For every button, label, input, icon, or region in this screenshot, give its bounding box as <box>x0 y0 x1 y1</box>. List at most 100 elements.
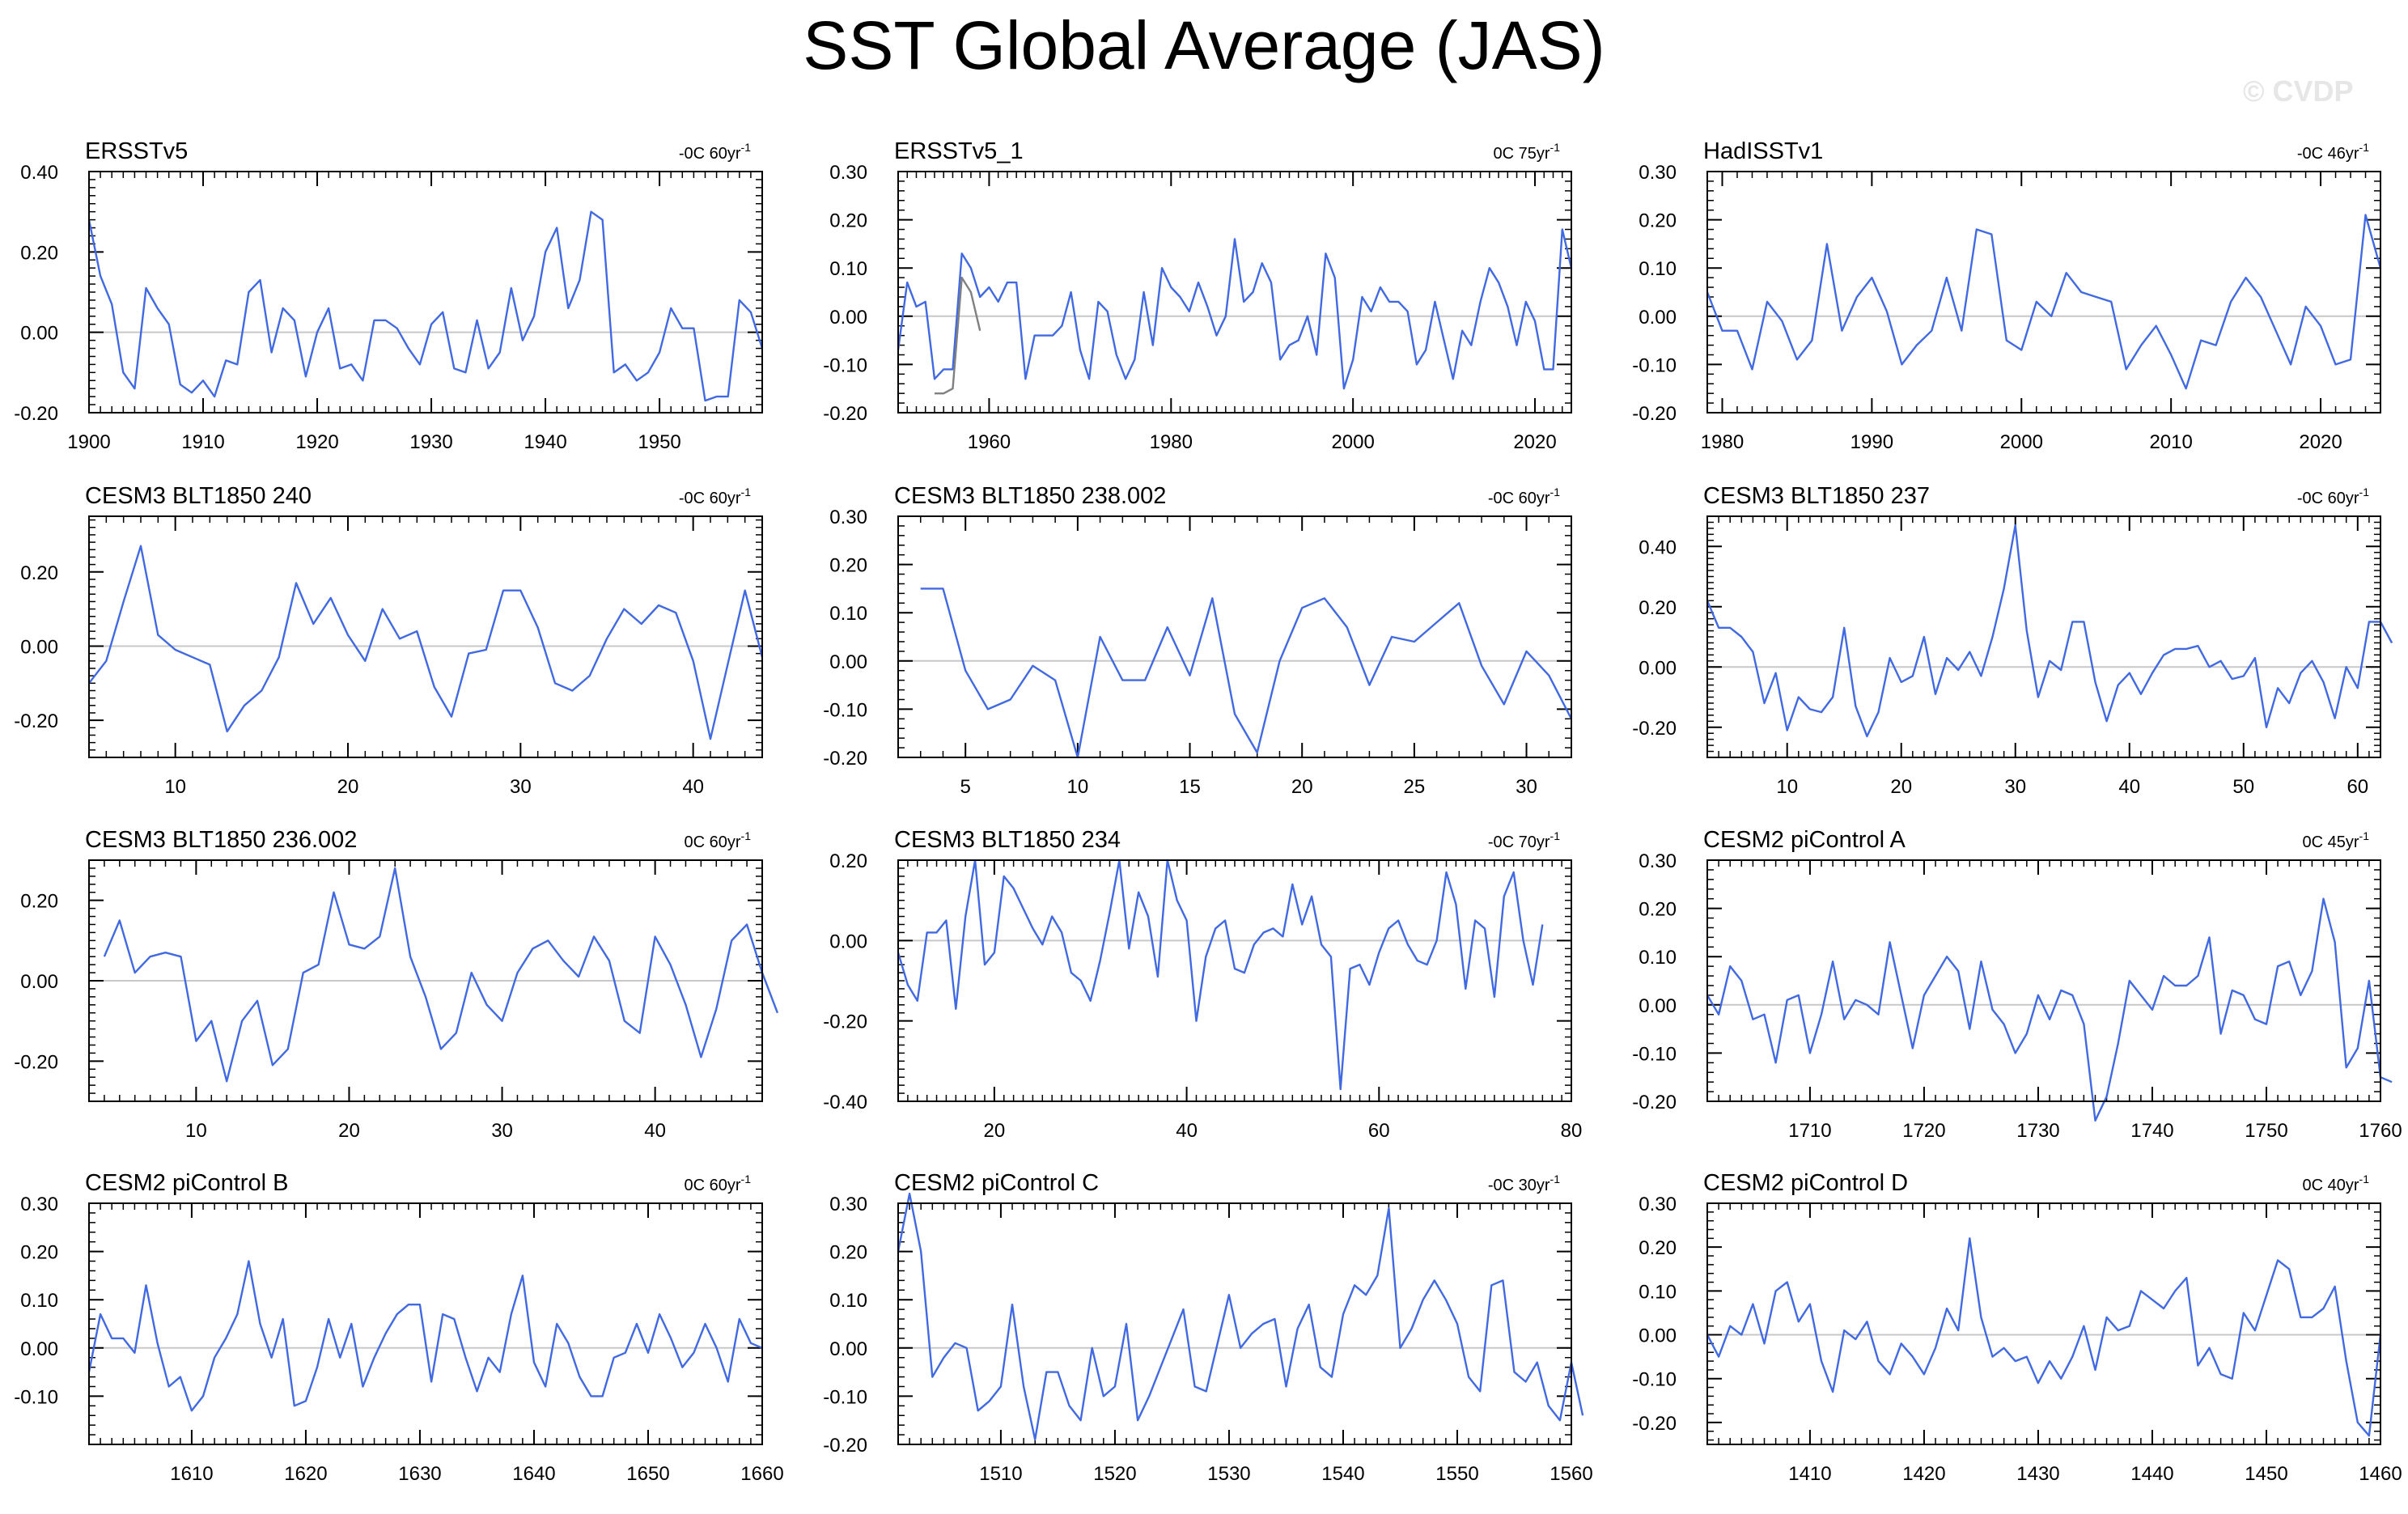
y-tick-label: -0.10 <box>823 699 867 721</box>
x-tick-label: 50 <box>2232 776 2254 798</box>
x-tick-label: 80 <box>1561 1120 1583 1142</box>
panel-title: CESM3 BLT1850 237 <box>1703 483 1930 509</box>
y-tick-label: 0.00 <box>1639 657 1677 679</box>
y-tick-label: 0.20 <box>1639 210 1677 232</box>
chart-panel-10: 1610 1620 1630 1640 1650 1660 -0.10 0.00 0.10 0.2… <box>14 1170 783 1485</box>
trend-text: -0C 60yr <box>679 490 741 507</box>
trend-text: -0C 60yr <box>679 145 741 163</box>
x-tick-label: 2000 <box>2000 431 2043 453</box>
y-tick-label: 0.20 <box>829 555 867 577</box>
x-tick-label: 1980 <box>1701 431 1744 453</box>
x-tick-label: 1950 <box>638 431 680 453</box>
y-tick-label: 0.00 <box>829 307 867 329</box>
x-tick-label: 40 <box>682 776 704 798</box>
y-tick-label: 0.30 <box>1639 850 1677 872</box>
x-tick-label: 1440 <box>2130 1463 2173 1485</box>
x-tick-label: 1980 <box>1150 431 1193 453</box>
series-line <box>1706 1237 2382 1437</box>
panel-title: CESM2 piControl B <box>85 1170 288 1196</box>
x-tick-label: 1450 <box>2245 1463 2287 1485</box>
series-line <box>87 210 764 402</box>
x-tick-label: 1930 <box>409 431 452 453</box>
series-line <box>88 545 764 740</box>
x-tick-label: 1730 <box>2016 1120 2059 1142</box>
y-tick-label: -0.40 <box>823 1092 867 1113</box>
cvdp-watermark: © CVDP <box>2243 74 2354 108</box>
trend-label: 0C 75yr-1 <box>1494 141 1561 163</box>
trend-label: -0C 60yr-1 <box>2297 486 2369 507</box>
series-line <box>87 1260 763 1412</box>
chart-panel-12: 1410 1420 1430 1440 1450 1460 -0.20 -0.10 0.00 0.… <box>1632 1170 2402 1485</box>
x-tick-label: 1630 <box>398 1463 441 1485</box>
series-line <box>1706 524 2393 738</box>
plot-frame <box>1706 171 2381 413</box>
trend-text: -0C 60yr <box>2297 490 2359 507</box>
y-tick-label: -0.20 <box>1632 403 1677 425</box>
y-tick-label: 0.20 <box>20 1242 58 1264</box>
x-tick-label: 30 <box>1516 776 1537 798</box>
x-tick-label: 25 <box>1404 776 1426 798</box>
x-tick-label: 1720 <box>1902 1120 1945 1142</box>
y-tick-label: 0.20 <box>829 1242 867 1264</box>
y-tick-label: -0.20 <box>823 748 867 770</box>
panel-title: CESM3 BLT1850 238.002 <box>894 483 1166 509</box>
chart-panel-9: 1710 1720 1730 1740 1750 1760 -0.20 -0.10 0.00 0.… <box>1632 827 2402 1142</box>
y-tick-label: 0.20 <box>1639 1237 1677 1259</box>
x-tick-label: 1550 <box>1435 1463 1478 1485</box>
y-tick-label: 0.30 <box>20 1194 58 1215</box>
x-tick-label: 2000 <box>1331 431 1374 453</box>
series-line <box>897 859 1544 1091</box>
y-tick-label: -0.20 <box>14 710 58 732</box>
x-tick-label: 1430 <box>2016 1463 2059 1485</box>
x-tick-label: 1620 <box>284 1463 327 1485</box>
main-title: SST Global Average (JAS) <box>803 7 1605 83</box>
y-tick-label: 0.30 <box>829 162 867 184</box>
trend-text: -0C 60yr <box>1488 490 1550 507</box>
x-tick-label: 1640 <box>512 1463 555 1485</box>
plot-frame <box>897 1202 1572 1445</box>
y-tick-label: -0.10 <box>1632 1043 1677 1065</box>
x-tick-label: 1710 <box>1788 1120 1831 1142</box>
x-tick-label: 1530 <box>1207 1463 1250 1485</box>
y-tick-label: 0.10 <box>1639 1281 1677 1303</box>
y-tick-label: 0.20 <box>1639 899 1677 921</box>
y-tick-label: 0.00 <box>20 636 58 658</box>
y-tick-label: 0.30 <box>829 1194 867 1215</box>
x-tick-label: 1760 <box>2359 1120 2402 1142</box>
x-tick-label: 1520 <box>1093 1463 1136 1485</box>
trend-label: -0C 46yr-1 <box>2297 141 2369 163</box>
y-tick-label: 0.30 <box>1639 162 1677 184</box>
series-line <box>897 228 1573 390</box>
plot-frame <box>1706 1202 2381 1445</box>
trend-text: -0C 46yr <box>2297 145 2359 163</box>
trend-text: 0C 60yr <box>685 1177 741 1194</box>
x-tick-label: 15 <box>1179 776 1201 798</box>
y-tick-label: 0.00 <box>829 1338 867 1360</box>
series-line <box>103 867 779 1083</box>
trend-exponent: -1 <box>2359 829 2370 842</box>
x-tick-label: 10 <box>1067 776 1089 798</box>
x-tick-label: 1560 <box>1550 1463 1592 1485</box>
y-tick-label: 0.00 <box>20 971 58 993</box>
y-tick-label: 0.00 <box>1639 1325 1677 1347</box>
x-tick-label: 1940 <box>524 431 566 453</box>
x-tick-label: 1740 <box>2130 1120 2173 1142</box>
trend-exponent: -1 <box>741 1173 752 1185</box>
series-line <box>897 1192 1584 1441</box>
x-tick-label: 40 <box>1176 1120 1198 1142</box>
y-tick-label: 0.20 <box>20 562 58 584</box>
trend-text: -0C 70yr <box>1488 833 1550 851</box>
x-tick-label: 40 <box>644 1120 666 1142</box>
y-tick-label: 0.10 <box>829 1290 867 1312</box>
x-tick-label: 30 <box>491 1120 513 1142</box>
trend-label: 0C 40yr-1 <box>2303 1173 2370 1194</box>
trend-exponent: -1 <box>741 829 752 842</box>
trend-exponent: -1 <box>741 141 752 154</box>
panel-title: HadISSTv1 <box>1703 138 1823 164</box>
x-tick-label: 1900 <box>67 431 110 453</box>
y-tick-label: 0.00 <box>1639 995 1677 1017</box>
series-line-secondary <box>935 276 981 395</box>
trend-text: -0C 30yr <box>1488 1177 1550 1194</box>
y-tick-label: 0.20 <box>829 850 867 872</box>
